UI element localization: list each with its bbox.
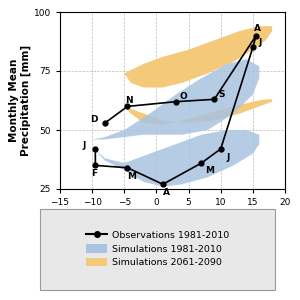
Text: J: J — [227, 153, 230, 162]
Text: S: S — [219, 90, 225, 99]
Legend: Observations 1981-2010, Simulations 1981-2010, Simulations 2061-2090: Observations 1981-2010, Simulations 1981… — [82, 227, 233, 271]
FancyBboxPatch shape — [40, 208, 275, 290]
Text: J: J — [82, 141, 85, 150]
Text: A: A — [163, 188, 170, 197]
Text: M: M — [205, 166, 214, 175]
Polygon shape — [92, 59, 259, 187]
Text: A: A — [254, 24, 261, 33]
Text: J: J — [259, 38, 262, 47]
Text: O: O — [180, 92, 187, 101]
Text: M: M — [127, 172, 136, 181]
Y-axis label: Monthly Mean
Precipitation [mm]: Monthly Mean Precipitation [mm] — [9, 45, 31, 156]
X-axis label: Monthly Mean Temperature [°C]: Monthly Mean Temperature [°C] — [78, 211, 267, 221]
Text: F: F — [91, 169, 97, 178]
Text: N: N — [125, 96, 133, 105]
Text: D: D — [90, 115, 97, 124]
Polygon shape — [124, 26, 272, 125]
